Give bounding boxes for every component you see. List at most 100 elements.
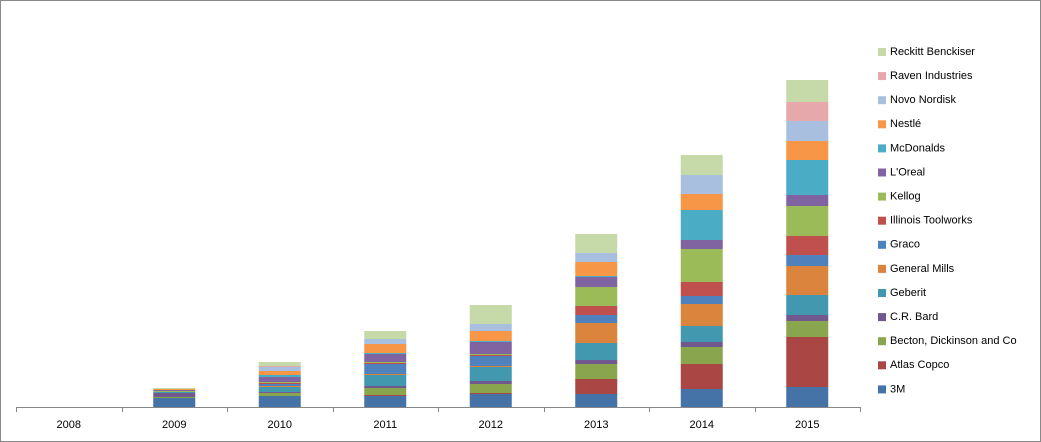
bar-segment	[575, 262, 618, 276]
bar-segment	[680, 347, 723, 364]
bar-segment	[786, 337, 829, 387]
bar-segment	[469, 356, 512, 366]
legend-label: Reckitt Benckiser	[890, 46, 975, 58]
bar-segment	[258, 377, 301, 382]
bar-segment	[153, 397, 196, 398]
legend-label: Raven Industries	[890, 70, 973, 82]
legend-swatch	[878, 216, 886, 225]
bar-segment	[680, 282, 723, 296]
bar-segment	[680, 194, 723, 210]
bar-segment	[364, 362, 407, 363]
bar-segment	[258, 375, 301, 377]
legend-label: Becton, Dickinson and Co	[890, 335, 1017, 347]
bar-segment	[258, 396, 301, 407]
bar-segment	[364, 386, 407, 388]
bar-segment	[153, 388, 196, 389]
bar-segment	[364, 396, 407, 407]
bar-segment	[786, 255, 829, 266]
bar-segment	[575, 394, 618, 407]
bar-segment	[575, 287, 618, 306]
legend-swatch	[878, 192, 886, 201]
legend-label: Atlas Copco	[890, 359, 949, 371]
bar-segment	[680, 175, 723, 194]
legend-label: Novo Nordisk	[890, 94, 957, 106]
bar-segment	[575, 360, 618, 364]
bar-segment	[680, 249, 723, 282]
bar-segment	[469, 384, 512, 393]
bar-segment	[469, 305, 512, 324]
bar-segment	[153, 391, 196, 392]
bar-segment	[680, 240, 723, 249]
bar-segment	[786, 315, 829, 321]
legend-swatch	[878, 337, 886, 346]
bar-segment	[786, 321, 829, 337]
bar-segment	[575, 234, 618, 253]
bar-segment	[680, 304, 723, 326]
legend-swatch	[878, 313, 886, 322]
x-tick-label: 2012	[479, 419, 503, 431]
bar-segment	[575, 253, 618, 262]
bar-segment	[364, 339, 407, 344]
legend-swatch	[878, 48, 886, 56]
bar-segment	[153, 390, 196, 391]
bar-segment	[364, 354, 407, 362]
bar-segment	[575, 306, 618, 315]
bar-segment	[575, 277, 618, 287]
bar-segment	[786, 206, 829, 236]
x-tick-label: 2008	[57, 419, 81, 431]
bar-segment	[153, 389, 196, 390]
bar-segment	[575, 315, 618, 323]
bar-segment	[469, 331, 512, 341]
bar-segment	[469, 342, 512, 354]
bar-segment	[258, 383, 301, 384]
bar-segment	[680, 364, 723, 389]
x-tick-label: 2013	[584, 419, 608, 431]
legend-swatch	[878, 96, 886, 105]
legend-swatch	[878, 264, 886, 273]
bar-segment	[469, 366, 512, 367]
bar-segment	[364, 363, 407, 364]
legend-swatch	[878, 289, 886, 297]
bar-segment	[469, 324, 512, 331]
bar-segment	[786, 236, 829, 255]
bar-segment	[258, 387, 301, 392]
bar-segment	[786, 141, 829, 160]
bar-segment	[364, 374, 407, 375]
legend-swatch	[878, 240, 886, 249]
legend-label: General Mills	[890, 263, 955, 275]
bar-segment	[364, 375, 407, 386]
x-tick-label: 2011	[373, 419, 397, 431]
legend-label: McDonalds	[890, 142, 946, 154]
x-tick-label: 2009	[162, 419, 186, 431]
bar-segment	[258, 366, 301, 367]
bar-segment	[469, 355, 512, 356]
bar-segment	[786, 160, 829, 195]
bar-segment	[258, 392, 301, 393]
legend-swatch	[878, 120, 886, 129]
bar-segment	[469, 381, 512, 384]
legend-label: L'Oreal	[890, 166, 925, 178]
bar-segment	[575, 343, 618, 360]
bar-segment	[680, 155, 723, 175]
bar-segment	[364, 331, 407, 339]
bar-segment	[680, 326, 723, 342]
bar-segment	[364, 364, 407, 374]
legend-label: C.R. Bard	[890, 311, 938, 323]
bar-segment	[786, 195, 829, 206]
bar-segment	[153, 398, 196, 407]
bar-segment	[680, 296, 723, 304]
bar-segment	[575, 323, 618, 343]
legend-swatch	[878, 168, 886, 177]
bar-segment	[258, 382, 301, 383]
bar-segment	[469, 393, 512, 394]
legend-label: Graco	[890, 239, 920, 251]
legend-label: Geberit	[890, 287, 926, 299]
x-tick-label: 2015	[795, 419, 819, 431]
bar-segment	[258, 367, 301, 371]
bar-segment	[786, 295, 829, 315]
bar-segment	[469, 394, 512, 407]
legend-swatch	[878, 361, 886, 370]
bar-segment	[258, 371, 301, 375]
